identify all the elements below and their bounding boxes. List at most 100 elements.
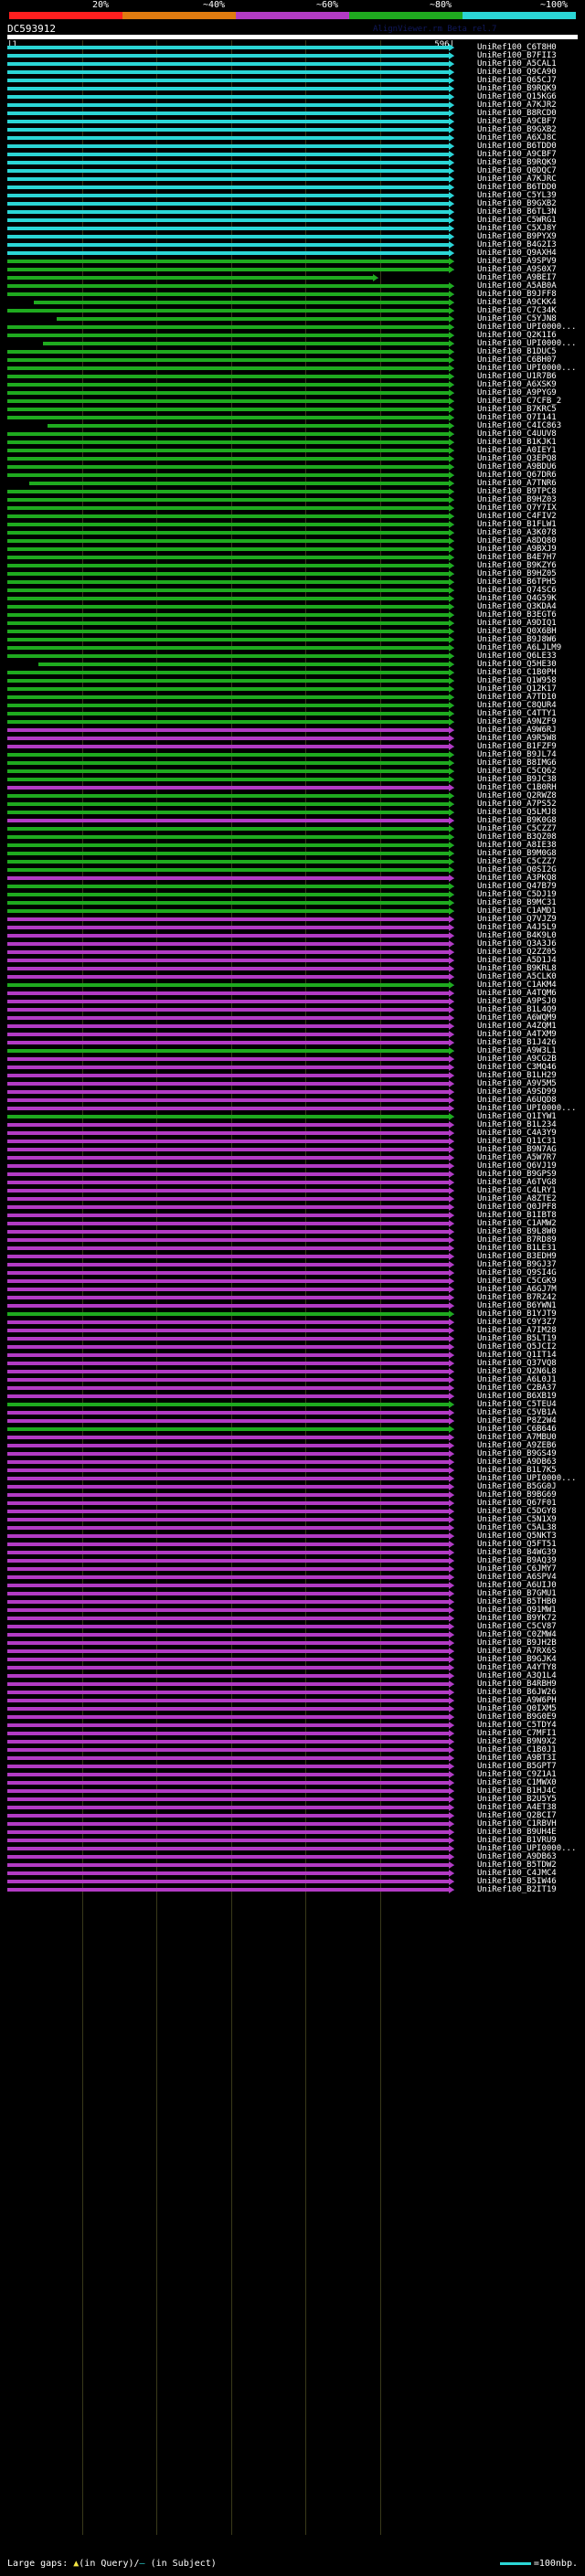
hsp-bar[interactable] xyxy=(7,1863,449,1867)
alignment-row[interactable]: UniRef100_C3MQ46 xyxy=(0,1063,585,1072)
hsp-bar[interactable] xyxy=(7,202,449,206)
alignment-row[interactable]: UniRef100_C7C34K xyxy=(0,306,585,315)
hsp-bar[interactable] xyxy=(7,1041,449,1044)
hsp-bar[interactable] xyxy=(7,827,449,831)
hit-accession-label[interactable]: UniRef100_B4RBH9 xyxy=(477,1680,557,1689)
hit-accession-label[interactable]: UniRef100_B9RQK9 xyxy=(477,158,557,167)
hit-accession-label[interactable]: UniRef100_A6WQM9 xyxy=(477,1013,557,1023)
hsp-bar[interactable] xyxy=(7,695,449,699)
hit-accession-label[interactable]: UniRef100_B9PYX9 xyxy=(477,232,557,241)
hit-accession-label[interactable]: UniRef100_B9JFF8 xyxy=(477,290,557,299)
alignment-row[interactable]: UniRef100_B1KJK1 xyxy=(0,438,585,447)
alignment-row[interactable]: UniRef100_C5YL39 xyxy=(0,191,585,200)
hsp-bar[interactable] xyxy=(7,531,449,535)
hit-accession-label[interactable]: UniRef100_Q12K17 xyxy=(477,684,557,694)
hit-accession-label[interactable]: UniRef100_A9W6PH xyxy=(477,1696,557,1705)
hsp-bar[interactable] xyxy=(7,1641,449,1645)
alignment-row[interactable]: UniRef100_B9J8W6 xyxy=(0,635,585,644)
hit-accession-label[interactable]: UniRef100_B7GMU1 xyxy=(477,1589,557,1598)
hit-accession-label[interactable]: UniRef100_C5TDY4 xyxy=(477,1721,557,1730)
hsp-bar[interactable] xyxy=(7,1427,449,1431)
hit-accession-label[interactable]: UniRef100_A6XSK9 xyxy=(477,380,557,389)
alignment-row[interactable]: UniRef100_A9PYG9 xyxy=(0,388,585,398)
hsp-bar[interactable] xyxy=(7,1773,449,1776)
hsp-bar[interactable] xyxy=(7,449,449,452)
alignment-row[interactable]: UniRef100_B9K0G8 xyxy=(0,816,585,825)
hsp-bar[interactable] xyxy=(7,432,449,436)
hit-accession-label[interactable]: UniRef100_B9L8W0 xyxy=(477,1227,557,1236)
alignment-row[interactable]: UniRef100_B1LH29 xyxy=(0,1071,585,1080)
alignment-row[interactable]: UniRef100_B9HZ03 xyxy=(0,495,585,504)
hsp-bar[interactable] xyxy=(7,654,449,658)
hit-accession-label[interactable]: UniRef100_B1J426 xyxy=(477,1038,557,1047)
alignment-row[interactable]: UniRef100_B9HZ05 xyxy=(0,569,585,578)
hsp-bar[interactable] xyxy=(7,1230,449,1234)
hit-accession-label[interactable]: UniRef100_Q0JPF8 xyxy=(477,1203,557,1212)
alignment-row[interactable]: UniRef100_B3EGT6 xyxy=(0,610,585,620)
hsp-bar[interactable] xyxy=(7,942,449,946)
hit-accession-label[interactable]: UniRef100_Q3EPQ8 xyxy=(477,454,557,463)
hsp-bar[interactable] xyxy=(7,983,449,987)
alignment-row[interactable]: UniRef100_B9KRL8 xyxy=(0,964,585,973)
hsp-bar[interactable] xyxy=(7,1493,449,1497)
hit-accession-label[interactable]: UniRef100_A4TQM6 xyxy=(477,989,557,998)
hsp-bar[interactable] xyxy=(7,1723,449,1727)
alignment-row[interactable]: UniRef100_C7CFB_2 xyxy=(0,397,585,406)
hsp-bar[interactable] xyxy=(7,243,449,247)
hsp-bar[interactable] xyxy=(7,1337,449,1341)
alignment-row[interactable]: UniRef100_A3PKQ8 xyxy=(0,874,585,883)
hsp-bar[interactable] xyxy=(7,1411,449,1415)
hsp-bar[interactable] xyxy=(7,1707,449,1711)
hsp-bar[interactable] xyxy=(7,87,449,90)
hit-accession-label[interactable]: UniRef100_B9HZ03 xyxy=(477,495,557,504)
alignment-row[interactable]: UniRef100_B1IBT8 xyxy=(0,1211,585,1220)
hit-accession-label[interactable]: UniRef100_Q5FT51 xyxy=(477,1540,557,1549)
hsp-bar[interactable] xyxy=(7,1205,449,1209)
hit-accession-label[interactable]: UniRef100_A9BXJ9 xyxy=(477,545,557,554)
hit-accession-label[interactable]: UniRef100_B9K0G8 xyxy=(477,816,557,825)
alignment-row[interactable]: UniRef100_Q47B79 xyxy=(0,882,585,891)
hsp-bar[interactable] xyxy=(7,1567,449,1571)
hit-accession-label[interactable]: UniRef100_A3Q1L4 xyxy=(477,1671,557,1680)
hsp-bar[interactable] xyxy=(7,1600,449,1604)
hsp-bar[interactable] xyxy=(7,1419,449,1423)
hit-accession-label[interactable]: UniRef100_A9ZEB6 xyxy=(477,1441,557,1450)
hsp-bar[interactable] xyxy=(7,1378,449,1382)
alignment-row[interactable]: UniRef100_B1HJ4C xyxy=(0,1786,585,1796)
alignment-row[interactable]: UniRef100_B9N7AG xyxy=(0,1145,585,1154)
hit-accession-label[interactable]: UniRef100_Q2ZZ05 xyxy=(477,948,557,957)
alignment-row[interactable]: UniRef100_A9W6RJ xyxy=(0,726,585,735)
hsp-bar[interactable] xyxy=(38,663,449,666)
alignment-row[interactable]: UniRef100_B5GG0J xyxy=(0,1482,585,1491)
hsp-bar[interactable] xyxy=(7,712,449,716)
alignment-row[interactable]: UniRef100_Q7VJZ9 xyxy=(0,915,585,924)
hit-accession-label[interactable]: UniRef100_Q5HE30 xyxy=(477,660,557,669)
hsp-bar[interactable] xyxy=(7,1255,449,1258)
hsp-bar[interactable] xyxy=(7,408,449,411)
hsp-bar[interactable] xyxy=(7,597,449,600)
hsp-bar[interactable] xyxy=(7,506,449,510)
hsp-bar[interactable] xyxy=(7,1148,449,1151)
hsp-bar[interactable] xyxy=(7,210,449,214)
hit-accession-label[interactable]: UniRef100_C4LRY1 xyxy=(477,1186,557,1195)
hsp-bar[interactable] xyxy=(7,1756,449,1760)
alignment-row[interactable]: UniRef100_Q5HE30 xyxy=(0,660,585,669)
hit-accession-label[interactable]: UniRef100_A7TD10 xyxy=(477,693,557,702)
hsp-bar[interactable] xyxy=(7,572,449,576)
hit-accession-label[interactable]: UniRef100_Q6VJ19 xyxy=(477,1161,557,1171)
hit-accession-label[interactable]: UniRef100_B9JL74 xyxy=(477,750,557,759)
alignment-row[interactable]: UniRef100_Q2ZZ05 xyxy=(0,948,585,957)
alignment-row[interactable]: UniRef100_B4G2I3 xyxy=(0,240,585,249)
alignment-row[interactable]: UniRef100_C5XJ8Y xyxy=(0,224,585,233)
hit-accession-label[interactable]: UniRef100_B6JW26 xyxy=(477,1688,557,1697)
alignment-row[interactable]: UniRef100_A7TD10 xyxy=(0,693,585,702)
hit-accession-label[interactable]: UniRef100_Q67F01 xyxy=(477,1499,557,1508)
hit-accession-label[interactable]: UniRef100_A3K078 xyxy=(477,528,557,537)
hsp-bar[interactable] xyxy=(7,1452,449,1456)
hsp-bar[interactable] xyxy=(7,465,449,469)
hit-accession-label[interactable]: UniRef100_B9HZ05 xyxy=(477,569,557,578)
alignment-row[interactable]: UniRef100_A9PSJ0 xyxy=(0,997,585,1006)
hit-accession-label[interactable]: UniRef100_A9DB63 xyxy=(477,1852,557,1861)
hit-accession-label[interactable]: UniRef100_B3EGT6 xyxy=(477,610,557,620)
alignment-row[interactable]: UniRef100_B2IT19 xyxy=(0,1885,585,1894)
